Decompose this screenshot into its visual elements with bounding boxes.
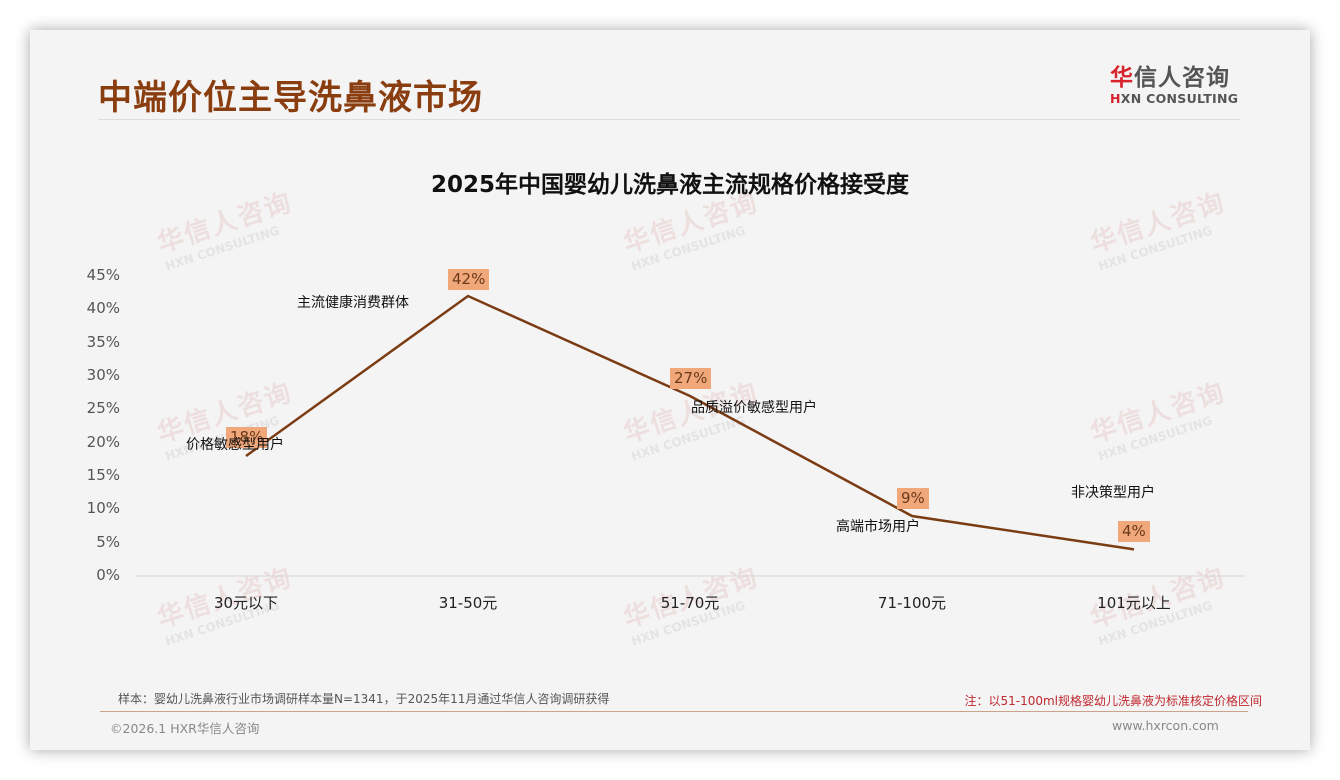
data-label: 42% bbox=[448, 269, 490, 290]
segment-annotation: 非决策型用户 bbox=[1071, 485, 1155, 501]
series-line bbox=[245, 294, 1135, 551]
y-tick-label: 0% bbox=[96, 566, 120, 584]
title-divider bbox=[98, 119, 1240, 120]
company-logo: 华信人咨询 HXN CONSULTING bbox=[1110, 64, 1240, 106]
segment-annotation: 品质溢价敏感型用户 bbox=[691, 400, 817, 416]
x-tick-label: 71-100元 bbox=[877, 594, 947, 612]
y-tick-label: 30% bbox=[86, 366, 120, 384]
y-tick-label: 40% bbox=[86, 299, 120, 318]
x-tick-label: 30元以下 bbox=[213, 594, 279, 612]
data-label: 18% bbox=[226, 427, 268, 448]
data-label: 4% bbox=[1118, 521, 1150, 542]
logo-cn-text: 信人咨询 bbox=[1134, 65, 1230, 91]
website-link[interactable]: www.hxrcon.com bbox=[1112, 718, 1219, 733]
segment-annotation: 主流健康消费群体 bbox=[297, 295, 409, 311]
segment-annotation: 高端市场用户 bbox=[836, 519, 920, 535]
y-tick-label: 25% bbox=[86, 399, 120, 418]
y-tick-label: 5% bbox=[96, 532, 120, 551]
price-note: 注：以51-100ml规格婴幼儿洗鼻液为标准核定价格区间 bbox=[964, 694, 1262, 708]
y-tick-label: 45% bbox=[86, 266, 120, 284]
logo-en-text: XN CONSULTING bbox=[1120, 91, 1239, 106]
x-tick-label: 31-50元 bbox=[438, 594, 498, 612]
data-label: 9% bbox=[897, 488, 929, 509]
segment-annotation: 价格敏感型用户 bbox=[186, 437, 284, 453]
copyright: ©2026.1 HXR华信人咨询 bbox=[110, 721, 260, 736]
slide-card: 中端价位主导洗鼻液市场 华信人咨询 HXN CONSULTING 华信人咨询 HX… bbox=[30, 30, 1310, 750]
x-tick-label: 101元以上 bbox=[1097, 594, 1171, 612]
y-tick-label: 15% bbox=[86, 466, 120, 484]
y-tick-label: 35% bbox=[86, 332, 120, 351]
x-tick-label: 51-70元 bbox=[660, 594, 720, 612]
logo-mark: 华 bbox=[1110, 65, 1134, 91]
footer-divider bbox=[100, 711, 1248, 712]
y-tick-label: 10% bbox=[86, 499, 120, 518]
y-tick-label: 20% bbox=[86, 432, 120, 451]
page-title: 中端价位主导洗鼻液市场 bbox=[98, 78, 483, 118]
sample-note: 样本：婴幼儿洗鼻液行业市场调研样本量N=1341，于2025年11月通过华信人咨… bbox=[118, 692, 610, 706]
data-label: 27% bbox=[670, 368, 712, 389]
chart-title: 2025年中国婴幼儿洗鼻液主流规格价格接受度 bbox=[430, 172, 909, 198]
line-chart-plot bbox=[135, 294, 1245, 577]
logo-en-mark: H bbox=[1110, 91, 1121, 106]
